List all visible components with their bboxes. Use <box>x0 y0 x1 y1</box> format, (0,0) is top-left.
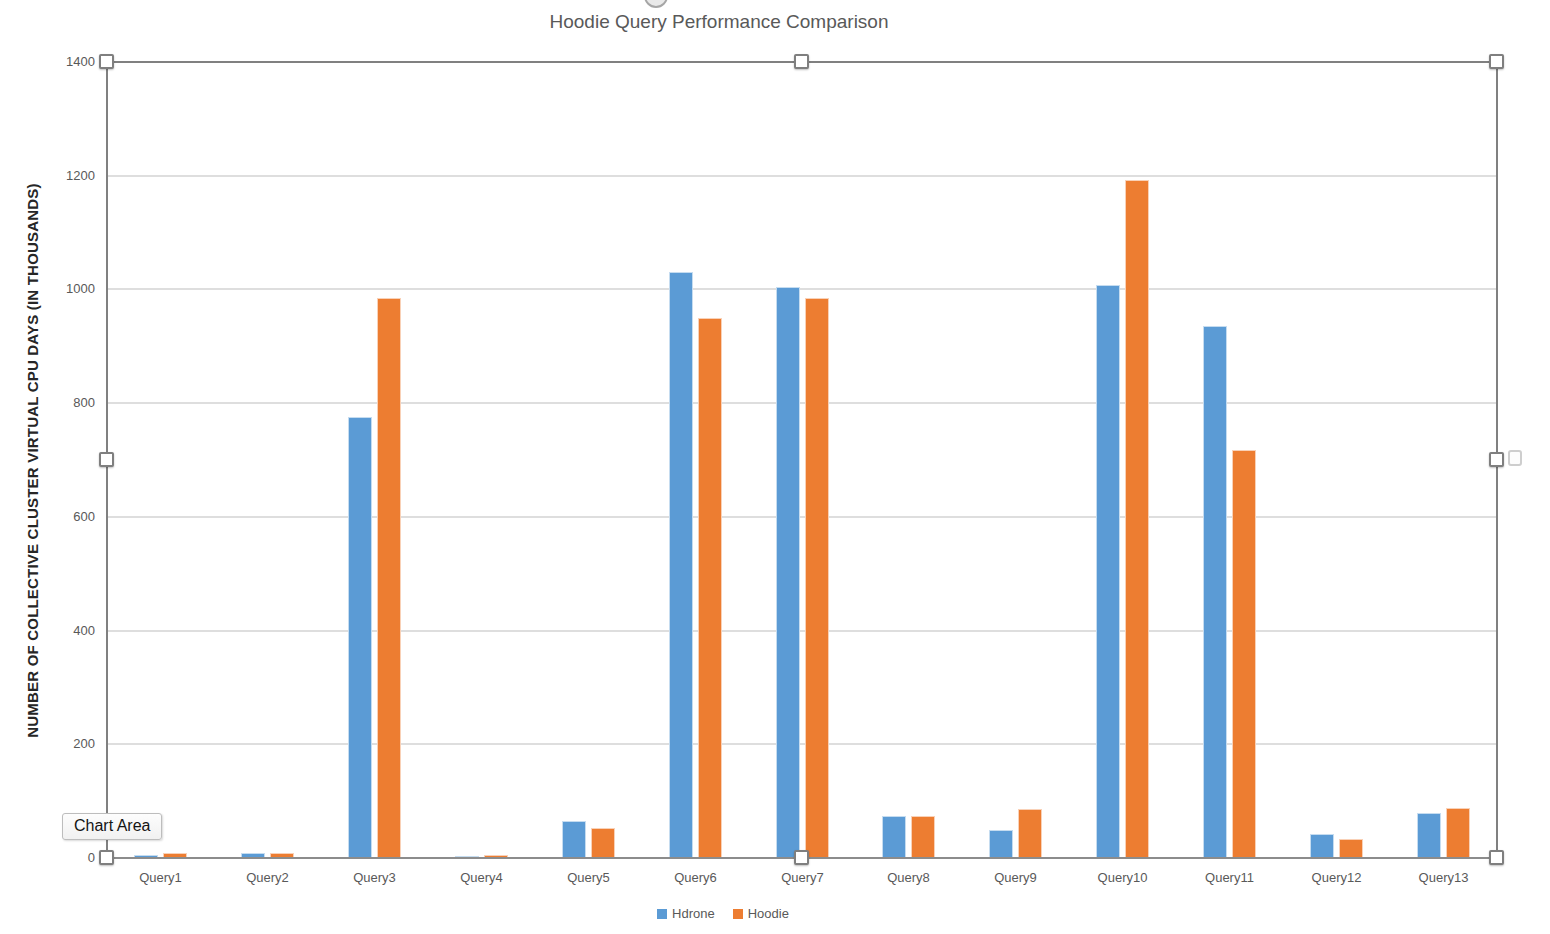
bar-hdrone-query13[interactable] <box>1417 813 1441 858</box>
y-tick-label-800: 800 <box>33 396 95 410</box>
y-tick-label-200: 200 <box>33 737 95 751</box>
x-tick-label-query2: Query2 <box>214 870 321 885</box>
legend-item-hoodie[interactable]: Hoodie <box>733 906 789 921</box>
chart-title[interactable]: Hoodie Query Performance Comparison <box>0 11 1438 33</box>
bar-hoodie-query13[interactable] <box>1446 808 1470 858</box>
selection-handle-top-right[interactable] <box>1489 54 1504 69</box>
y-tick-label-600: 600 <box>33 510 95 524</box>
x-tick-label-query12: Query12 <box>1283 870 1390 885</box>
selection-handle-middle-left[interactable] <box>99 452 114 467</box>
bar-hoodie-query12[interactable] <box>1339 839 1363 858</box>
bar-hdrone-query10[interactable] <box>1096 285 1120 858</box>
bar-hdrone-query9[interactable] <box>989 830 1013 858</box>
legend-label-hoodie: Hoodie <box>748 906 789 921</box>
bar-hoodie-query7[interactable] <box>805 298 829 858</box>
bar-hdrone-query11[interactable] <box>1203 326 1227 858</box>
y-tick-label-1200: 1200 <box>33 169 95 183</box>
selection-handle-top-middle[interactable] <box>794 54 809 69</box>
bar-hdrone-query7[interactable] <box>776 287 800 858</box>
gridline-200 <box>107 743 1497 745</box>
x-tick-label-query6: Query6 <box>642 870 749 885</box>
legend-swatch-hoodie <box>733 909 743 919</box>
selection-handle-bottom-left[interactable] <box>99 850 114 865</box>
bar-hoodie-query3[interactable] <box>377 298 401 858</box>
selection-handle-bottom-middle[interactable] <box>794 850 809 865</box>
bar-hoodie-query5[interactable] <box>591 828 615 858</box>
bar-hoodie-query10[interactable] <box>1125 180 1149 858</box>
x-tick-label-query11: Query11 <box>1176 870 1283 885</box>
x-tick-label-query5: Query5 <box>535 870 642 885</box>
selection-handle-middle-right[interactable] <box>1489 452 1504 467</box>
legend-item-hdrone[interactable]: Hdrone <box>657 906 715 921</box>
gridline-600 <box>107 516 1497 518</box>
y-tick-label-1400: 1400 <box>33 55 95 69</box>
selection-handle-partial-right[interactable] <box>1508 450 1522 466</box>
bar-hdrone-query8[interactable] <box>882 816 906 858</box>
gridline-1200 <box>107 175 1497 177</box>
bar-hoodie-query6[interactable] <box>698 318 722 858</box>
y-axis-title[interactable]: NUMBER OF COLLECTIVE CLUSTER VIRTUAL CPU… <box>24 131 41 791</box>
x-tick-label-query1: Query1 <box>107 870 214 885</box>
bar-hdrone-query5[interactable] <box>562 821 586 858</box>
gridline-400 <box>107 630 1497 632</box>
rotate-handle-partial[interactable] <box>644 0 668 8</box>
bar-hoodie-query9[interactable] <box>1018 809 1042 858</box>
bar-hoodie-query8[interactable] <box>911 816 935 858</box>
bar-hdrone-query6[interactable] <box>669 272 693 858</box>
selection-handle-top-left[interactable] <box>99 54 114 69</box>
chart-area[interactable]: Hoodie Query Performance Comparison NUMB… <box>0 0 1550 934</box>
bar-hdrone-query12[interactable] <box>1310 834 1334 858</box>
x-tick-label-query7: Query7 <box>749 870 856 885</box>
x-tick-label-query8: Query8 <box>855 870 962 885</box>
y-tick-label-1000: 1000 <box>33 282 95 296</box>
x-tick-label-query10: Query10 <box>1069 870 1176 885</box>
legend-swatch-hdrone <box>657 909 667 919</box>
x-tick-label-query13: Query13 <box>1390 870 1497 885</box>
selection-handle-bottom-right[interactable] <box>1489 850 1504 865</box>
x-tick-label-query3: Query3 <box>321 870 428 885</box>
x-tick-label-query4: Query4 <box>428 870 535 885</box>
y-tick-label-400: 400 <box>33 624 95 638</box>
bar-hdrone-query3[interactable] <box>348 417 372 858</box>
x-tick-label-query9: Query9 <box>962 870 1069 885</box>
gridline-800 <box>107 402 1497 404</box>
y-tick-label-0: 0 <box>33 851 95 865</box>
bar-hoodie-query11[interactable] <box>1232 450 1256 858</box>
gridline-1000 <box>107 288 1497 290</box>
legend-label-hdrone: Hdrone <box>672 906 715 921</box>
chart-area-tooltip: Chart Area <box>62 813 162 840</box>
legend[interactable]: Hdrone Hoodie <box>0 906 1446 921</box>
